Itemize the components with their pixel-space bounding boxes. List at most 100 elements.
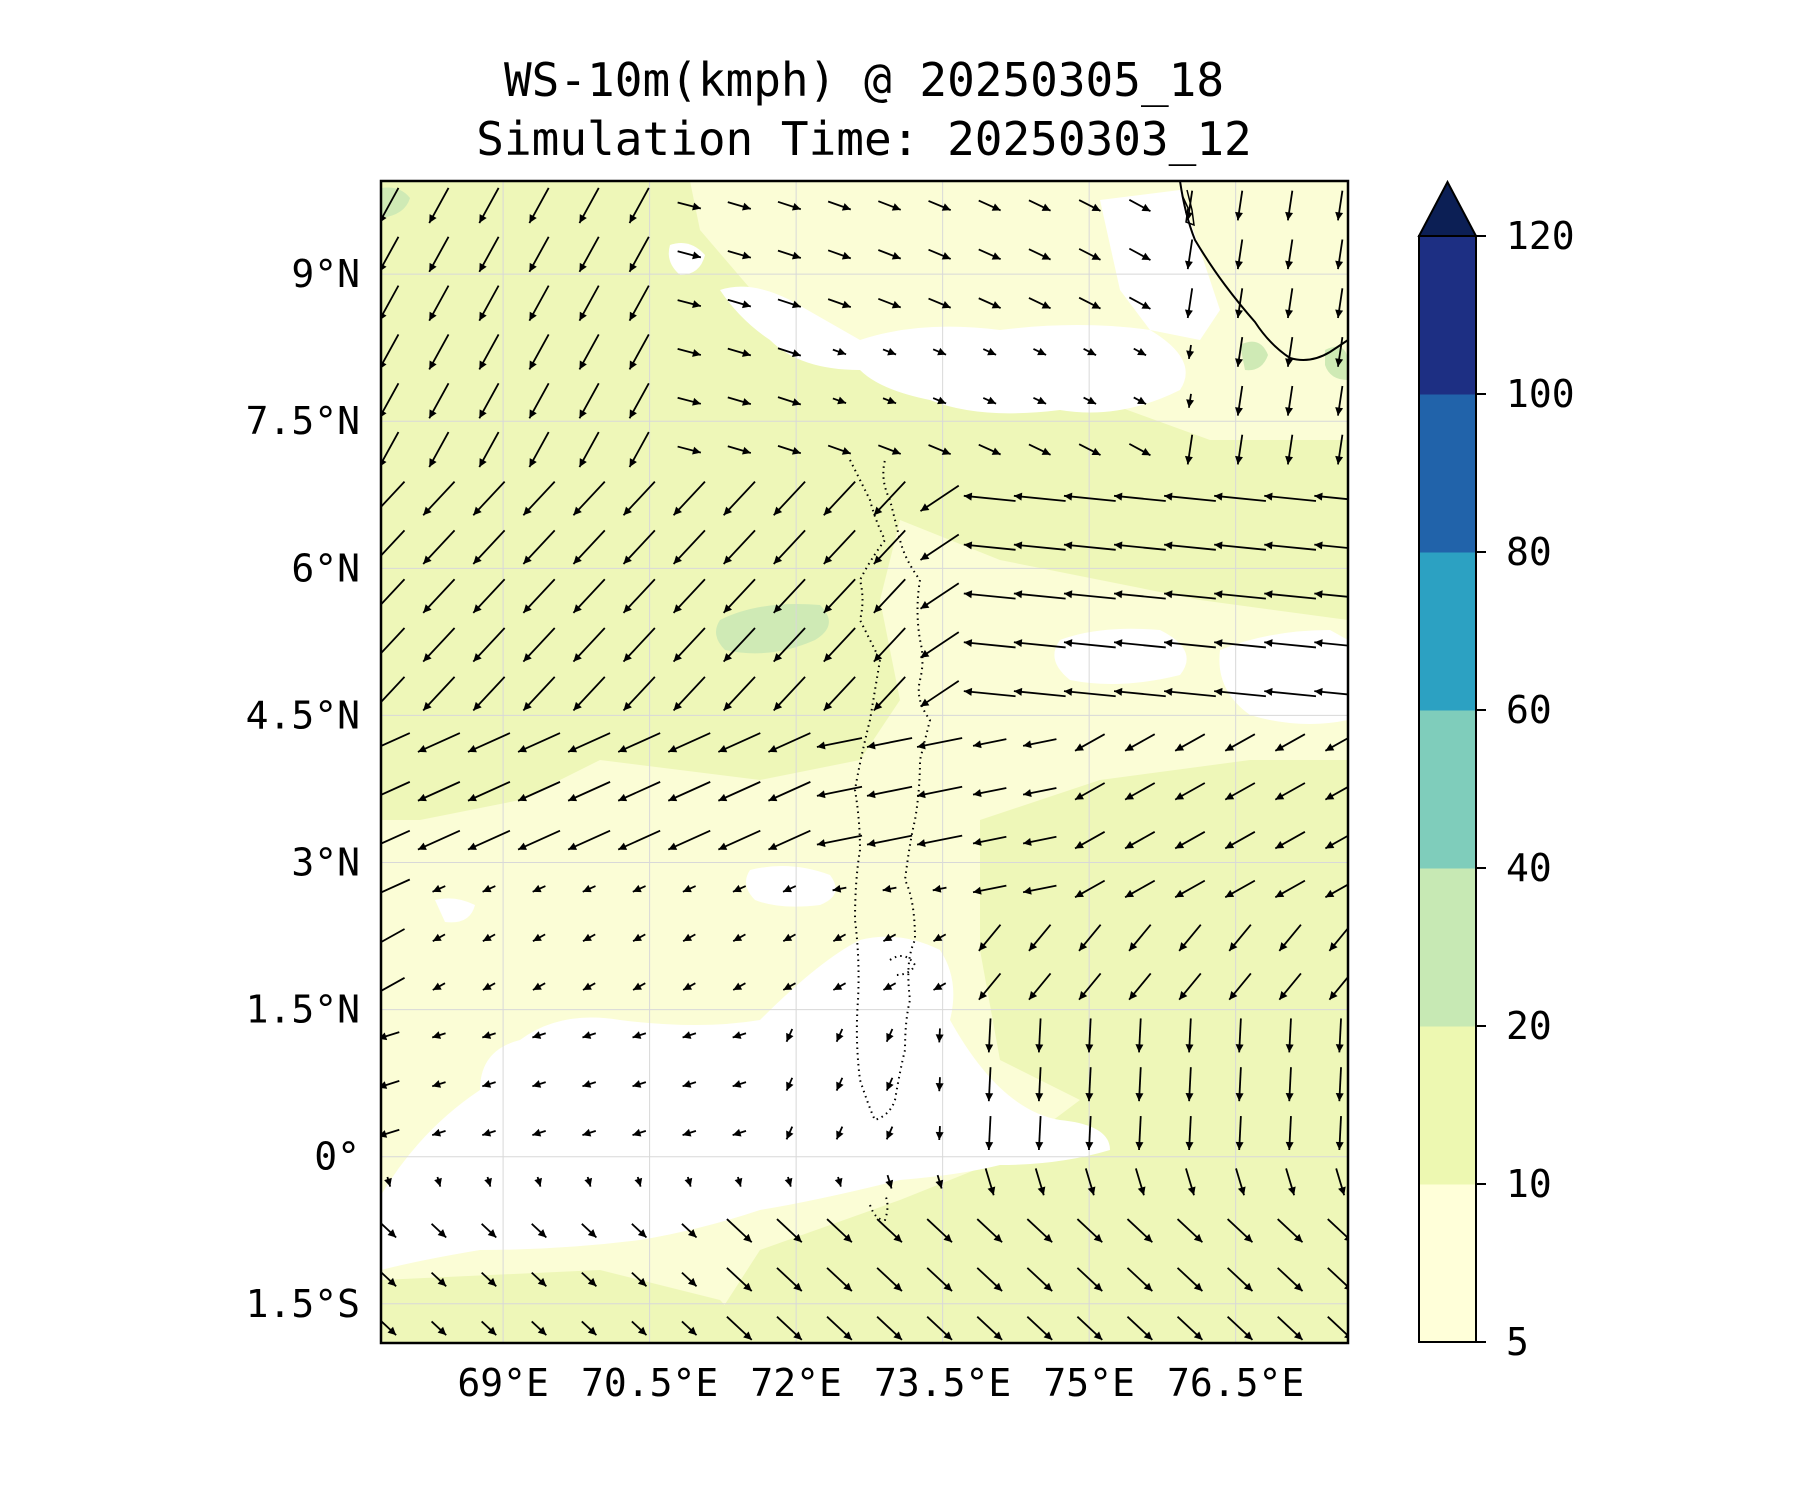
colorbar-segment: [1419, 236, 1476, 395]
wind-vector: [727, 347, 752, 357]
wind-vector: [581, 1320, 598, 1336]
wind-vector: [578, 431, 600, 468]
title-line-2: Simulation Time: 20250303_12: [476, 112, 1251, 166]
wind-vector: [381, 382, 400, 418]
wind-vector: [1264, 541, 1317, 551]
wind-vector: [1214, 492, 1267, 502]
wind-vector: [1078, 443, 1101, 456]
wind-vector: [785, 1126, 794, 1140]
wind-vector: [1176, 1218, 1204, 1243]
wind-vector: [1013, 541, 1066, 551]
wind-vector: [1133, 396, 1147, 405]
colorbar-extend-triangle: [1417, 179, 1478, 237]
wind-vector: [1235, 336, 1244, 367]
wind-vector: [578, 187, 600, 224]
wind-vector: [727, 298, 752, 309]
wind-vector: [919, 533, 960, 561]
wind-vector: [381, 334, 400, 369]
wind-vector: [567, 829, 611, 851]
wind-vector: [1128, 443, 1151, 457]
wind-vector: [1035, 1067, 1044, 1102]
wind-vector: [572, 529, 606, 565]
wind-vector: [472, 480, 506, 516]
wind-vector: [682, 933, 696, 942]
wind-vector: [1235, 1168, 1246, 1196]
wind-vector: [832, 396, 847, 405]
wind-vector: [581, 1223, 598, 1239]
wind-vector: [1074, 733, 1106, 752]
wind-vector: [1013, 590, 1066, 600]
wind-vector: [478, 285, 500, 322]
wind-vector: [1078, 972, 1102, 1001]
wind-vector: [826, 1316, 853, 1341]
calm-zone-west-small: [435, 898, 475, 923]
wind-vector: [876, 1316, 903, 1341]
wind-vector: [1128, 972, 1152, 1001]
colorbar-segment: [1419, 394, 1476, 553]
wind-vector: [1178, 924, 1202, 952]
wind-vector: [882, 396, 897, 405]
wind-vector: [832, 982, 847, 991]
wind-vector: [628, 236, 650, 273]
wind-vector: [1128, 924, 1152, 952]
wind-vector: [672, 627, 706, 663]
wind-vector: [1126, 1267, 1153, 1292]
wind-vector: [1078, 199, 1101, 212]
wind-vector: [732, 1031, 747, 1039]
wind-vector: [517, 781, 561, 802]
wind-vector: [582, 1128, 597, 1137]
wind-vector: [1335, 190, 1344, 221]
wind-vector: [882, 347, 897, 356]
wind-vector: [581, 1271, 598, 1287]
y-tick-label: 0°: [314, 1135, 360, 1179]
wind-vector: [919, 680, 960, 708]
wind-vector: [1184, 288, 1194, 319]
wind-vector: [1135, 1018, 1144, 1053]
wind-vector: [631, 1271, 648, 1287]
y-axis-ticks: 9°N 7.5°N 6°N 4.5°N 3°N 1.5°N 0° 1.5°S: [246, 252, 360, 1326]
wind-vector: [1274, 782, 1306, 801]
wind-vector: [482, 1080, 496, 1088]
wind-vector: [431, 1128, 446, 1137]
wind-vector: [681, 1271, 698, 1287]
wind-vector: [472, 627, 506, 663]
wind-vector: [1235, 1116, 1244, 1151]
colorbar-segment: [1419, 552, 1476, 711]
wind-vector: [1164, 639, 1216, 649]
wind-vector: [933, 982, 947, 991]
wind-vector: [482, 933, 496, 942]
wind-vector: [1035, 1116, 1044, 1151]
wind-vector: [768, 732, 811, 753]
wind-vector: [428, 285, 450, 322]
wind-vector: [1235, 190, 1244, 221]
wind-vector: [628, 382, 650, 419]
wind-vector: [430, 1320, 447, 1336]
wind-vector: [682, 1031, 697, 1039]
wind-vector: [472, 529, 506, 565]
wind-vector: [916, 737, 963, 750]
wind-vector: [482, 982, 496, 991]
wind-vector: [531, 1271, 547, 1287]
wind-vector: [381, 829, 411, 845]
wind-vector: [835, 1077, 844, 1091]
wind-vector: [1285, 1168, 1296, 1196]
y-tick-label: 6°N: [291, 546, 360, 590]
wind-vector: [432, 884, 446, 893]
wind-vector: [834, 1176, 843, 1187]
wind-vector: [928, 248, 952, 260]
wind-vector: [1264, 590, 1317, 600]
wind-vector: [1214, 687, 1267, 698]
wind-vector: [1028, 297, 1051, 310]
y-tick-label: 1.5°S: [246, 1282, 360, 1326]
x-tick-label: 75°E: [1043, 1361, 1135, 1405]
wind-vector: [584, 1176, 593, 1187]
wind-vector: [876, 1218, 903, 1243]
wind-vector: [1028, 443, 1051, 456]
wind-vector: [823, 480, 856, 516]
wind-vector: [1078, 924, 1102, 952]
colorbar-label: 20: [1506, 1004, 1552, 1048]
wind-vector: [717, 829, 761, 851]
wind-vector: [768, 781, 811, 802]
wind-vector: [1063, 687, 1116, 698]
wind-vector: [919, 582, 960, 610]
